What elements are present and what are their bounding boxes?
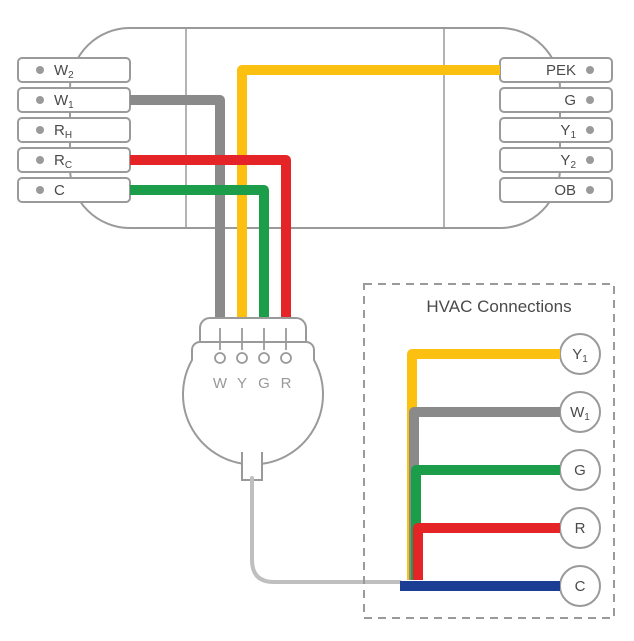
terminal-left-0	[18, 58, 130, 82]
adapter-cable-neck	[242, 452, 262, 480]
hvac-label-4: C	[575, 578, 586, 595]
adapter-output-cable	[252, 478, 400, 582]
terminal-dot-right-0	[586, 66, 594, 74]
hvac-title: HVAC Connections	[426, 297, 571, 316]
terminal-right-1	[500, 88, 612, 112]
terminal-left-1	[18, 88, 130, 112]
thermostat-body	[70, 28, 560, 228]
terminal-dot-left-4	[36, 186, 44, 194]
adapter-label-R: R	[281, 375, 292, 392]
terminal-label-right-1: G	[564, 92, 576, 109]
adapter-label-W: W	[213, 375, 228, 392]
terminal-dot-left-3	[36, 156, 44, 164]
terminal-label-right-4: OB	[554, 182, 576, 199]
terminal-dot-right-2	[586, 126, 594, 134]
terminal-dot-right-3	[586, 156, 594, 164]
adapter-label-Y: Y	[237, 375, 247, 392]
terminal-left-2	[18, 118, 130, 142]
terminal-dot-left-1	[36, 96, 44, 104]
hvac-label-3: R	[575, 520, 586, 537]
hvac-wire-1	[414, 412, 560, 580]
terminal-dot-left-0	[36, 66, 44, 74]
terminal-dot-left-2	[36, 126, 44, 134]
terminal-dot-right-4	[586, 186, 594, 194]
terminal-label-right-0: PEK	[546, 62, 576, 79]
adapter-label-G: G	[258, 375, 270, 392]
hvac-wire-3	[418, 528, 560, 580]
terminal-dot-right-1	[586, 96, 594, 104]
adapter: WYGR	[183, 318, 323, 464]
terminal-left-4	[18, 178, 130, 202]
terminal-left-3	[18, 148, 130, 172]
terminal-label-left-4: C	[54, 182, 65, 199]
terminal-right-2	[500, 118, 612, 142]
hvac-label-2: G	[574, 462, 586, 479]
adapter-body	[183, 342, 323, 464]
terminal-right-3	[500, 148, 612, 172]
